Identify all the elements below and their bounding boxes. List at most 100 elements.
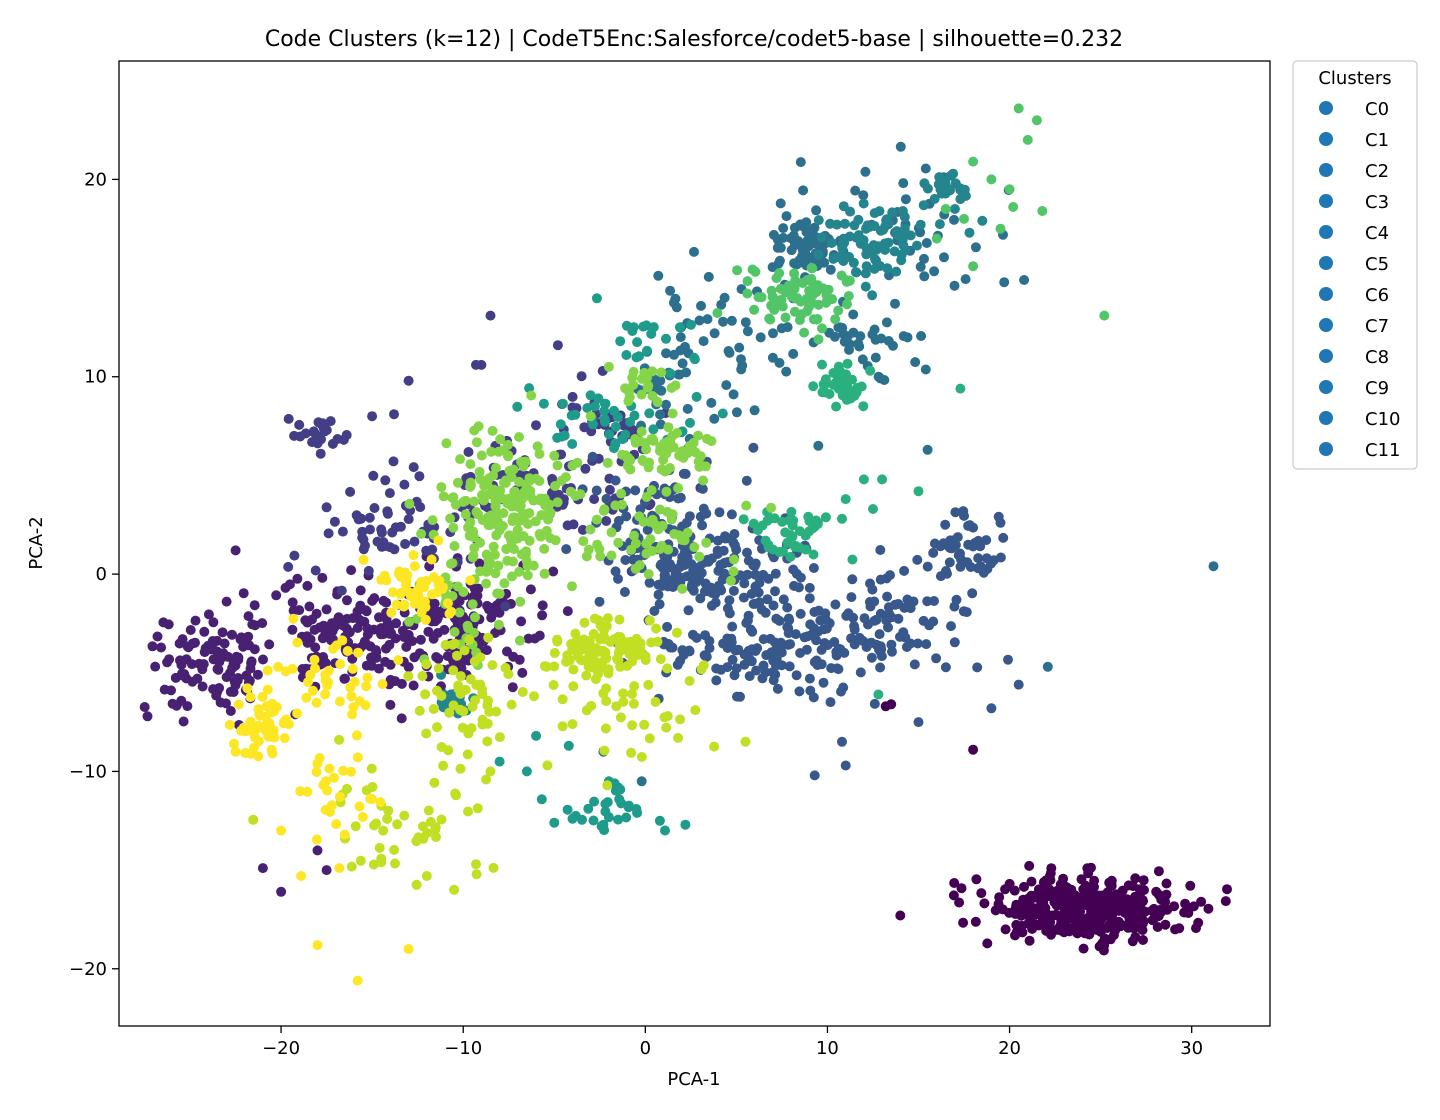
point-C1 (288, 605, 299, 616)
point-C10 (374, 842, 385, 853)
point-C1 (177, 668, 188, 679)
point-C9 (539, 543, 550, 554)
point-C3 (809, 657, 820, 668)
point-C3 (838, 682, 849, 693)
point-C1 (174, 638, 185, 649)
point-C1 (352, 623, 363, 633)
point-C4 (742, 326, 753, 337)
point-C0 (1160, 919, 1171, 930)
point-C0 (982, 938, 993, 949)
legend-entries: C0 C1 C2 C3 C4 C5 C6 C7 C8 C9 C10 C11 (1319, 99, 1400, 461)
point-C9 (509, 544, 519, 555)
point-C1 (206, 641, 217, 652)
point-C10 (672, 627, 682, 638)
point-C9 (507, 571, 517, 582)
point-C10 (477, 689, 488, 700)
point-C10 (643, 679, 654, 690)
point-C10 (403, 671, 414, 682)
point-C2 (369, 503, 380, 513)
point-C10 (417, 671, 428, 681)
point-C1 (245, 663, 256, 674)
point-C9 (449, 627, 460, 637)
point-C10 (494, 732, 505, 743)
point-C1 (428, 633, 439, 644)
point-C4 (749, 405, 760, 416)
point-C4 (736, 364, 747, 375)
point-C11 (353, 647, 364, 658)
point-C6 (591, 293, 602, 304)
point-C11 (230, 746, 241, 757)
point-C11 (311, 697, 322, 708)
point-C11 (314, 753, 325, 763)
point-C9 (616, 488, 627, 499)
point-C3 (711, 675, 722, 686)
point-C10 (418, 821, 428, 832)
point-C6 (661, 333, 671, 344)
point-C0 (970, 916, 981, 927)
point-C11 (292, 637, 303, 648)
point-C1 (317, 633, 328, 644)
point-C9 (625, 464, 636, 475)
legend-marker (1319, 287, 1333, 301)
point-C5 (915, 219, 926, 230)
point-C9 (465, 480, 476, 491)
point-C10 (487, 660, 498, 670)
point-C9 (647, 514, 658, 525)
point-C4 (895, 141, 906, 152)
point-C0 (1080, 926, 1091, 937)
point-C4 (798, 185, 809, 196)
point-C9 (694, 551, 705, 562)
point-C8 (959, 213, 969, 224)
point-C4 (661, 348, 671, 359)
point-C3 (905, 603, 916, 614)
point-C9 (701, 537, 712, 548)
point-C10 (488, 862, 499, 873)
point-C5 (896, 249, 907, 260)
point-C4 (774, 357, 785, 368)
point-C10 (635, 638, 646, 649)
point-C3 (968, 541, 979, 552)
point-C1 (297, 664, 308, 674)
point-C9 (725, 575, 736, 586)
point-C11 (409, 598, 420, 609)
point-C7 (873, 689, 884, 700)
point-C9 (478, 495, 489, 506)
point-C5 (875, 261, 885, 271)
point-C2 (337, 526, 348, 537)
point-C3 (795, 648, 806, 658)
y-tick-label: 20 (84, 169, 107, 190)
point-C9 (518, 531, 529, 542)
point-C11 (354, 801, 365, 812)
point-C6 (549, 817, 560, 828)
point-C3 (900, 632, 911, 643)
legend-label: C5 (1365, 254, 1389, 275)
point-C0 (1139, 885, 1149, 895)
point-C9 (487, 425, 498, 436)
point-C9 (516, 549, 527, 560)
point-C3 (683, 605, 694, 616)
point-C8 (968, 261, 979, 272)
point-C3 (783, 639, 794, 650)
point-C10 (485, 766, 496, 777)
point-C10 (684, 676, 695, 686)
point-C9 (661, 486, 672, 497)
point-C4 (921, 238, 932, 248)
point-C10 (399, 810, 410, 821)
point-C4 (939, 252, 949, 263)
point-C0 (1094, 941, 1105, 952)
point-C3 (714, 507, 725, 518)
point-C7 (738, 514, 749, 525)
point-C10 (346, 861, 357, 872)
point-C0 (1069, 925, 1079, 936)
point-C9 (494, 525, 505, 536)
point-C10 (584, 635, 595, 646)
point-C11 (257, 692, 268, 702)
point-C11 (334, 696, 345, 707)
point-C11 (338, 765, 349, 776)
point-C4 (920, 163, 931, 174)
point-C10 (447, 639, 458, 650)
legend-label: C7 (1365, 316, 1389, 337)
point-C1 (396, 678, 407, 689)
point-C3 (776, 660, 787, 671)
point-C8 (822, 292, 833, 303)
